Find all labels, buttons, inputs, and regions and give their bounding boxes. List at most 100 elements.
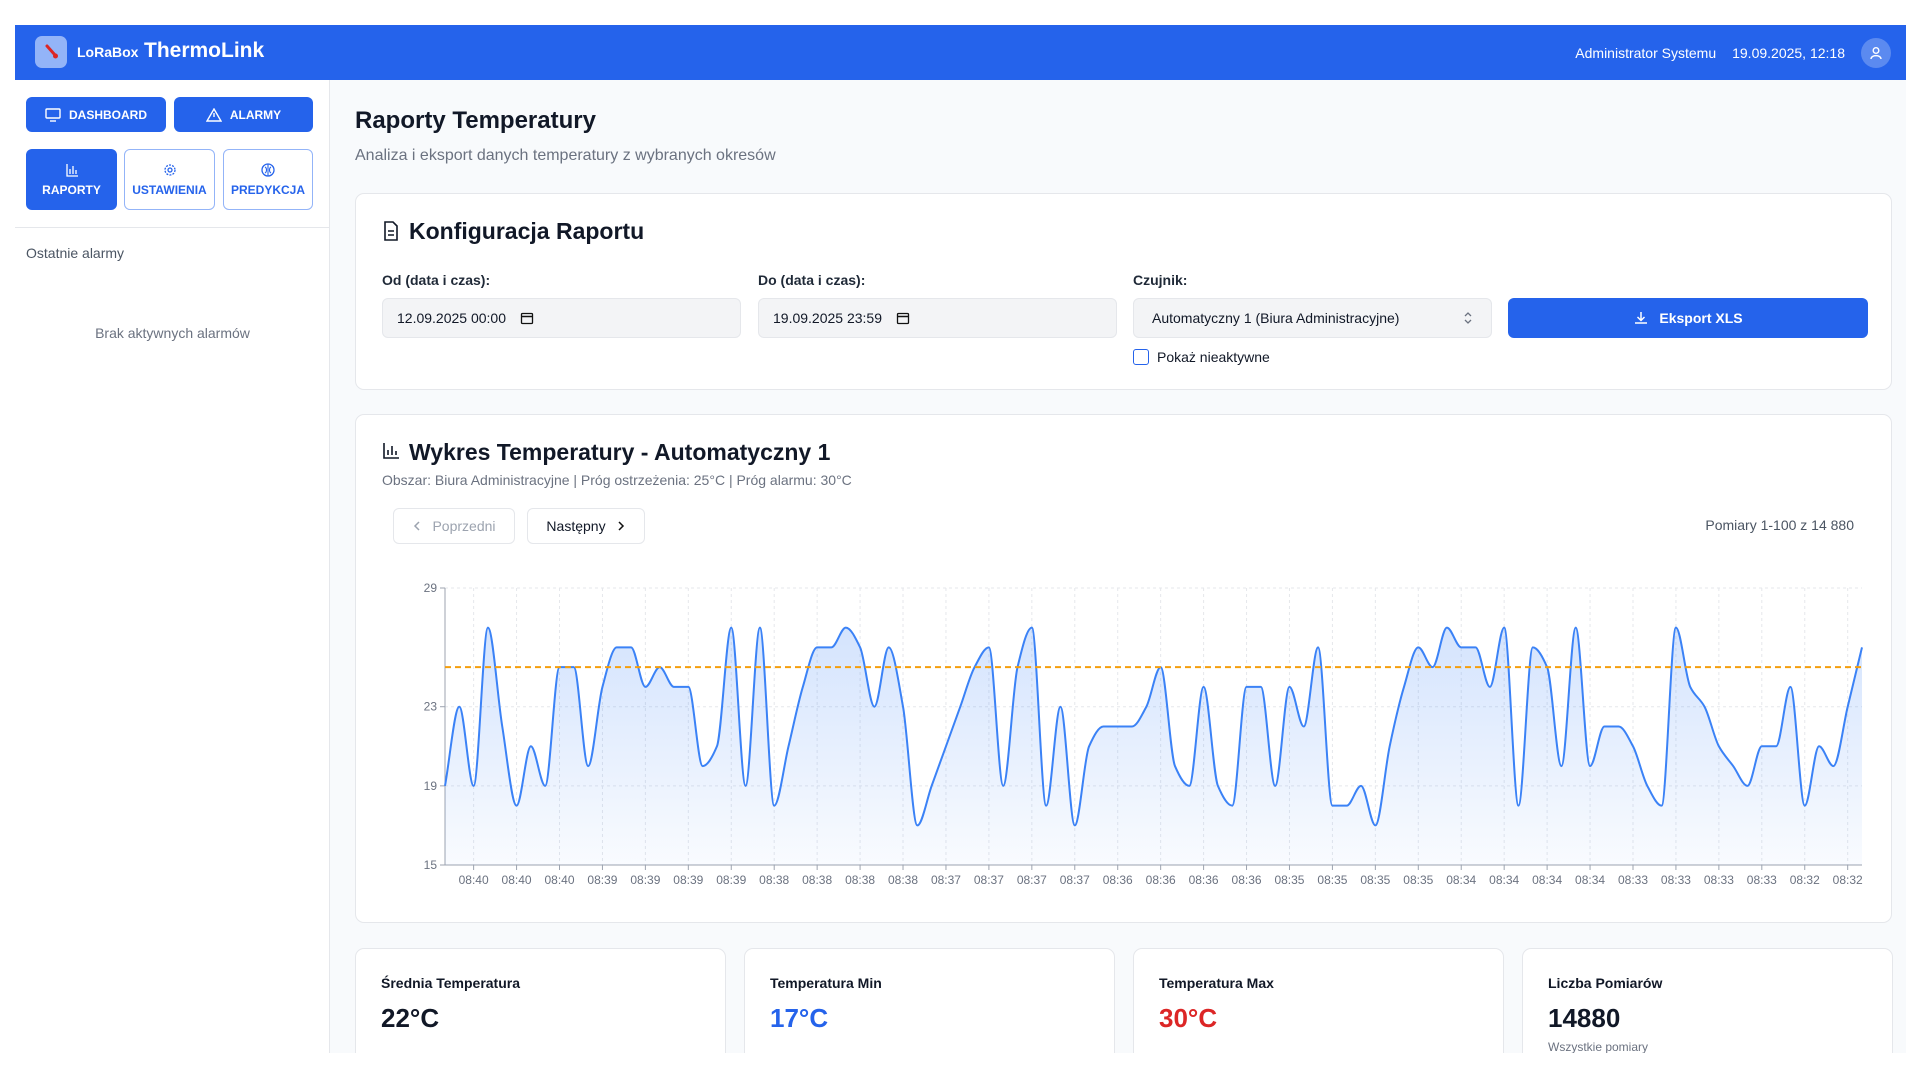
next-button[interactable]: Następny <box>527 508 645 544</box>
x-tick-label: 08:34 <box>1446 873 1476 887</box>
x-tick-label: 08:33 <box>1747 873 1777 887</box>
x-tick-label: 08:35 <box>1403 873 1433 887</box>
chart-icon <box>382 442 400 460</box>
y-tick-label: 19 <box>424 779 438 793</box>
icon <box>65 163 79 177</box>
prev-button[interactable]: Poprzedni <box>393 508 515 544</box>
stat-label: Średnia Temperatura <box>381 975 700 991</box>
logo-icon <box>42 43 60 61</box>
nav-label: PREDYKCJA <box>231 183 305 197</box>
x-tick-label: 08:39 <box>630 873 660 887</box>
x-tick-label: 08:39 <box>673 873 703 887</box>
stat-card: Temperatura Min17°C <box>744 948 1115 1053</box>
sensor-select[interactable]: Automatyczny 1 (Biura Administracyjne) <box>1133 298 1492 338</box>
y-tick-label: 23 <box>424 700 438 714</box>
x-tick-label: 08:38 <box>888 873 918 887</box>
line-area <box>445 628 1862 865</box>
x-tick-label: 08:38 <box>802 873 832 887</box>
nav-predykcja[interactable]: PREDYKCJA <box>223 149 313 210</box>
x-tick-label: 08:34 <box>1532 873 1562 887</box>
nav-label: DASHBOARD <box>69 108 147 122</box>
nav-ustawienia[interactable]: USTAWIENIA <box>124 149 215 210</box>
export-label: Eksport XLS <box>1659 310 1742 326</box>
icon <box>206 108 222 122</box>
stat-label: Temperatura Max <box>1159 975 1478 991</box>
page-subtitle: Analiza i eksport danych temperatury z w… <box>355 147 776 165</box>
from-label: Od (data i czas): <box>382 272 490 288</box>
x-tick-label: 08:39 <box>716 873 746 887</box>
header-right: Administrator Systemu 19.09.2025, 12:18 <box>1575 25 1891 80</box>
x-tick-label: 08:35 <box>1317 873 1347 887</box>
sidebar: DASHBOARD ALARMY RAPORTY USTAWIENIA PRED… <box>15 80 330 1053</box>
no-alarms: Brak aktywnych alarmów <box>15 325 330 341</box>
icon <box>45 108 61 122</box>
inactive-checkbox[interactable] <box>1133 349 1149 365</box>
x-tick-label: 08:33 <box>1704 873 1734 887</box>
icon <box>163 163 177 177</box>
stat-card: Liczba Pomiarów 14880 Wszystkie pomiary <box>1522 948 1893 1053</box>
nav-label: USTAWIENIA <box>132 183 206 197</box>
x-tick-label: 08:34 <box>1489 873 1519 887</box>
brand-small: LoRaBox <box>77 44 138 60</box>
stat-note: Wszystkie pomiary <box>1548 1040 1867 1053</box>
y-tick-label: 15 <box>424 858 438 872</box>
calendar-icon <box>896 311 910 325</box>
to-input[interactable]: 19.09.2025 23:59 <box>758 298 1117 338</box>
nav-alarmy[interactable]: ALARMY <box>174 97 313 132</box>
stat-value: 30°C <box>1159 1003 1478 1034</box>
config-title: Konfiguracja Raportu <box>409 218 644 245</box>
sensor-value: Automatyczny 1 (Biura Administracyjne) <box>1152 310 1399 326</box>
x-tick-label: 08:37 <box>1060 873 1090 887</box>
stat-label: Temperatura Min <box>770 975 1089 991</box>
select-icon <box>1463 311 1473 325</box>
app: LoRaBox ThermoLink Administrator Systemu… <box>15 25 1906 1053</box>
nav-raporty[interactable]: RAPORTY <box>26 149 117 210</box>
prev-label: Poprzedni <box>432 518 495 534</box>
datetime: 19.09.2025, 12:18 <box>1732 45 1845 61</box>
x-tick-label: 08:38 <box>759 873 789 887</box>
x-tick-label: 08:36 <box>1146 873 1176 887</box>
recent-alarms-title: Ostatnie alarmy <box>26 245 124 261</box>
nav-label: ALARMY <box>230 108 281 122</box>
stat-card: Średnia Temperatura 22°C <box>355 948 726 1053</box>
main: Raporty Temperatury Analiza i eksport da… <box>330 80 1906 1053</box>
user-icon <box>1869 46 1883 60</box>
stat-label: Liczba Pomiarów <box>1548 975 1867 991</box>
stat-card: Temperatura Max 30°C <box>1133 948 1504 1053</box>
chart: 1519232908:4008:4008:4008:3908:3908:3908… <box>356 566 1891 906</box>
chevron-left <box>412 520 422 532</box>
nav-dashboard[interactable]: DASHBOARD <box>26 97 166 132</box>
chart-title: Wykres Temperatury - Automatyczny 1 <box>409 439 830 466</box>
stat-value: 22°C <box>381 1003 700 1034</box>
from-input[interactable]: 12.09.2025 00:00 <box>382 298 741 338</box>
x-tick-label: 08:34 <box>1575 873 1605 887</box>
y-tick-label: 29 <box>424 581 438 595</box>
x-tick-label: 08:36 <box>1103 873 1133 887</box>
calendar-icon <box>520 311 534 325</box>
header: LoRaBox ThermoLink Administrator Systemu… <box>15 25 1906 80</box>
chart-subtitle: Obszar: Biura Administracyjne | Próg ost… <box>382 472 852 488</box>
chart-card: Wykres Temperatury - Automatyczny 1 Obsz… <box>355 414 1892 923</box>
x-tick-label: 08:37 <box>974 873 1004 887</box>
x-tick-label: 08:38 <box>845 873 875 887</box>
x-tick-label: 08:32 <box>1833 873 1863 887</box>
user-avatar[interactable] <box>1861 38 1891 68</box>
page-title: Raporty Temperatury <box>355 107 596 135</box>
user-name: Administrator Systemu <box>1575 45 1716 61</box>
inactive-label: Pokaż nieaktywne <box>1157 349 1270 365</box>
nav-label: RAPORTY <box>42 183 101 197</box>
x-tick-label: 08:33 <box>1618 873 1648 887</box>
x-tick-label: 08:32 <box>1790 873 1820 887</box>
x-tick-label: 08:37 <box>1017 873 1047 887</box>
next-label: Następny <box>546 518 605 534</box>
export-button[interactable]: Eksport XLS <box>1508 298 1868 338</box>
to-value: 19.09.2025 23:59 <box>773 310 882 326</box>
x-tick-label: 08:33 <box>1661 873 1691 887</box>
chevron-right <box>616 520 626 532</box>
x-tick-label: 08:36 <box>1189 873 1219 887</box>
stat-value: 14880 <box>1548 1003 1867 1034</box>
divider <box>15 227 330 228</box>
brand: ThermoLink <box>144 39 264 63</box>
